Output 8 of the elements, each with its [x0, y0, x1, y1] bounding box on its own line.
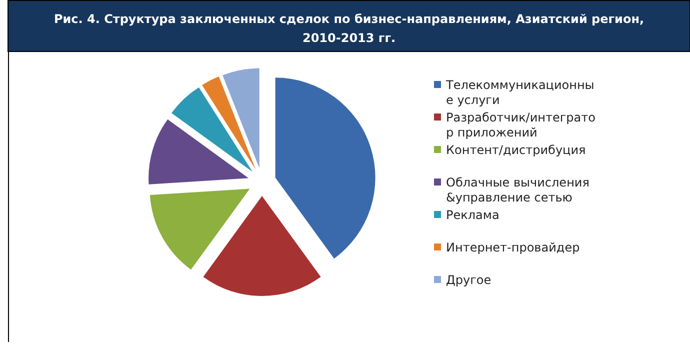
legend-label: Телекоммуникационные услуги: [445, 78, 594, 107]
legend-label: Облачные вычисления &управление сетью: [446, 176, 590, 204]
legend-label: Другое: [446, 273, 492, 287]
legend-label: Контент/дистрибуция: [446, 143, 586, 157]
legend-label: Реклама: [446, 208, 500, 222]
legend-label: Разработчик/интегратор приложений: [446, 110, 596, 140]
chart-title: Рис. 4. Структура заключенных сделок по бизнес-направлениям, Азиатский регион, 2010-2013 гг.: [54, 12, 644, 45]
legend-label: Интернет-провайдер: [446, 240, 580, 254]
